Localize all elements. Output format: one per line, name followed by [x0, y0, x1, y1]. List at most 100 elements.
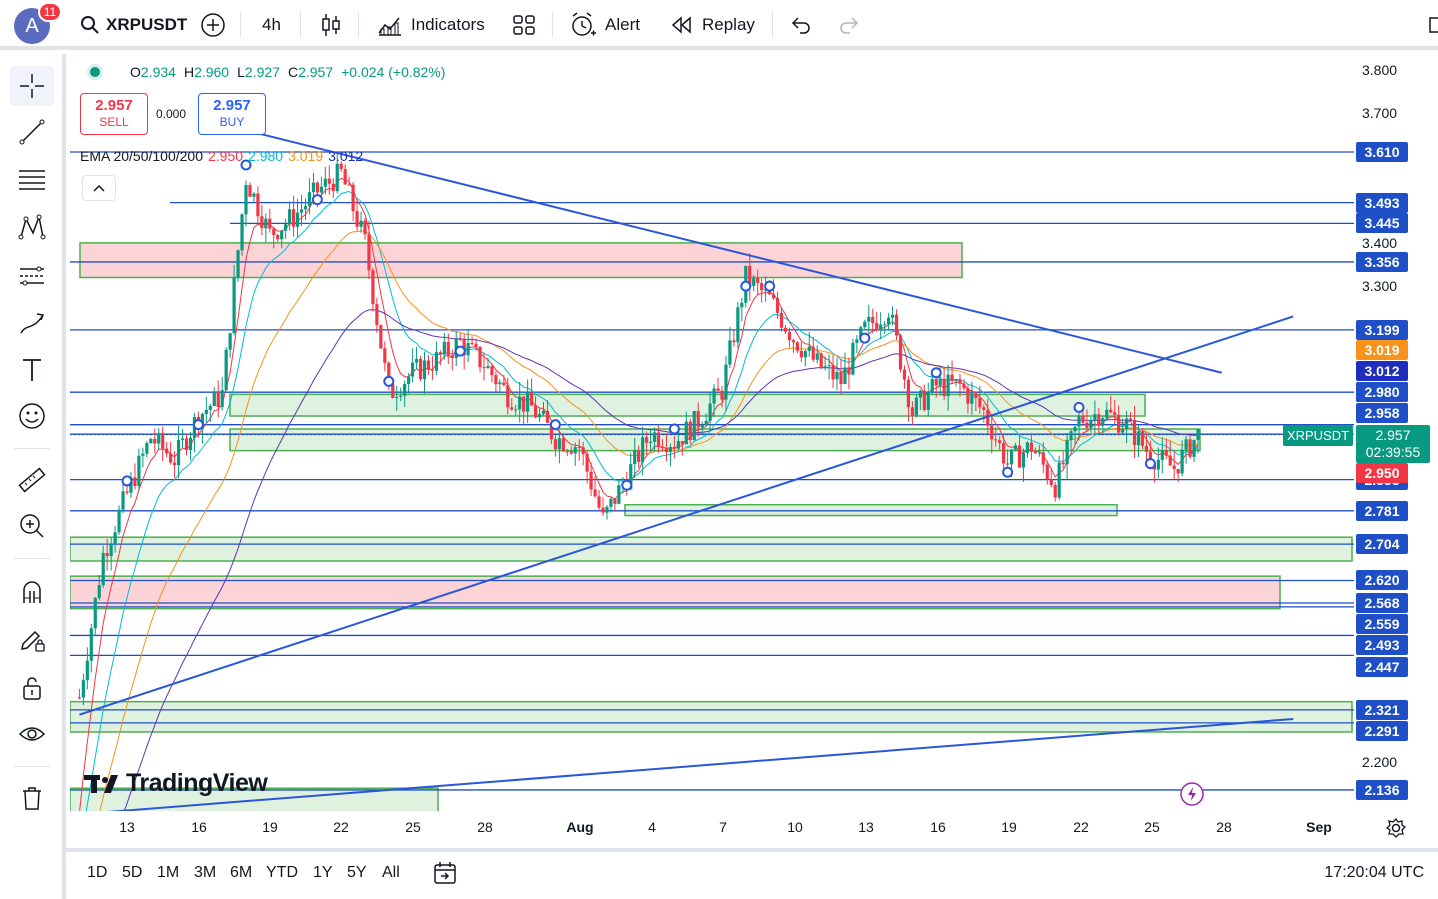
trendline[interactable]: [79, 315, 1294, 716]
level-price-label: 3.445: [1356, 213, 1408, 234]
candle: [101, 545, 105, 588]
pattern-tool[interactable]: [10, 208, 54, 248]
range-button-3m[interactable]: 3M: [194, 864, 217, 881]
candle: [490, 363, 494, 383]
trash-icon: [23, 787, 41, 810]
compare-symbol-button[interactable]: [200, 8, 226, 42]
emoji-tool[interactable]: [10, 396, 54, 436]
fib-retracement-tool[interactable]: [10, 160, 54, 200]
chart-type-button[interactable]: [320, 8, 342, 42]
demand-zone[interactable]: [70, 536, 1353, 562]
candle: [395, 385, 399, 411]
undo-button[interactable]: [790, 8, 812, 42]
marker-layer: [121, 159, 1156, 491]
candle: [157, 428, 161, 451]
range-button-all[interactable]: All: [382, 864, 400, 881]
date-tick: Aug: [566, 819, 594, 835]
candle: [831, 355, 835, 389]
symbol-search-button[interactable]: XRPUSDT: [80, 8, 187, 42]
redo-button[interactable]: [838, 8, 860, 42]
supply-zone[interactable]: [79, 242, 963, 279]
candle: [470, 336, 474, 346]
candle: [188, 431, 193, 461]
measure-tool[interactable]: [10, 460, 54, 500]
crosshair-tool[interactable]: [10, 66, 54, 106]
alert-button[interactable]: Alert: [569, 8, 640, 42]
trendline[interactable]: [79, 717, 1294, 811]
goto-date-button[interactable]: [432, 860, 458, 891]
candle: [720, 385, 724, 408]
chart-settings-button[interactable]: [1385, 817, 1407, 844]
replay-button[interactable]: Replay: [670, 8, 755, 42]
templates-button[interactable]: [512, 8, 536, 42]
buy-button[interactable]: 2.957 BUY: [198, 93, 266, 135]
candle: [732, 330, 736, 347]
utc-clock[interactable]: 17:20:04 UTC: [1324, 864, 1424, 881]
candle: [863, 319, 867, 330]
range-button-5y[interactable]: 5Y: [347, 864, 367, 881]
lock-drawings-tool[interactable]: [10, 668, 54, 708]
candle: [533, 396, 538, 419]
candle: [1156, 447, 1160, 479]
remove-drawings-tool[interactable]: [10, 778, 54, 818]
drawing-mode-tool[interactable]: [10, 620, 54, 660]
range-button-5d[interactable]: 5D: [122, 864, 143, 881]
candle: [537, 408, 542, 422]
indicators-button[interactable]: Indicators: [377, 8, 485, 42]
candle: [557, 430, 561, 464]
date-tick: 16: [930, 819, 946, 835]
candle: [668, 443, 673, 467]
hide-drawings-tool[interactable]: [10, 714, 54, 754]
candle: [867, 304, 871, 334]
collapse-legend-button[interactable]: [82, 175, 116, 201]
range-button-1d[interactable]: 1D: [87, 864, 108, 881]
candle: [1113, 399, 1117, 424]
range-button-1m[interactable]: 1M: [157, 864, 180, 881]
range-button-1y[interactable]: 1Y: [313, 864, 333, 881]
magnet-tool[interactable]: [10, 572, 54, 612]
alarm-clock-icon: [572, 12, 596, 36]
demand-zone[interactable]: [229, 393, 1146, 417]
ema-legend[interactable]: EMA 20/50/100/200 2.950 2.980 3.019 3.012: [80, 148, 368, 164]
sell-button[interactable]: 2.957 SELL: [80, 93, 148, 135]
demand-zone[interactable]: [70, 700, 1353, 733]
candle: [906, 376, 911, 422]
zoom-in-tool[interactable]: [10, 506, 54, 546]
window-icon: [1429, 17, 1438, 33]
date-tick: 4: [648, 819, 656, 835]
trendline-tool[interactable]: [10, 112, 54, 152]
redo-icon: [840, 17, 859, 34]
candle: [240, 213, 244, 256]
candle: [890, 306, 895, 326]
price-chart[interactable]: [70, 54, 1354, 811]
text-tool[interactable]: [10, 350, 54, 390]
date-tick: Sep: [1306, 819, 1332, 835]
candle: [637, 445, 641, 468]
candle: [601, 497, 605, 516]
trendline[interactable]: [245, 129, 1223, 374]
candle: [295, 198, 300, 238]
fullscreen-button[interactable]: [1428, 8, 1438, 42]
candle: [1105, 401, 1109, 422]
candle: [466, 329, 470, 363]
demand-zone[interactable]: [229, 428, 1201, 452]
ema20-value: 2.950: [208, 148, 244, 164]
candle: [236, 249, 240, 282]
candle: [787, 327, 792, 348]
candle: [264, 213, 268, 243]
candle: [998, 436, 1002, 450]
zoom-in-icon: [20, 514, 44, 538]
candle: [1117, 405, 1121, 435]
range-button-ytd[interactable]: YTD: [266, 864, 298, 881]
events-button[interactable]: [1179, 781, 1205, 812]
candle: [688, 418, 692, 445]
level-price-label: 2.136: [1356, 779, 1408, 800]
forecasting-tool[interactable]: [10, 256, 54, 296]
high-key: H: [183, 64, 195, 80]
level-price-label: 2.559: [1356, 614, 1408, 634]
range-button-6m[interactable]: 6M: [230, 864, 253, 881]
interval-button[interactable]: 4h: [262, 8, 281, 42]
candle: [1029, 433, 1033, 461]
brush-tool[interactable]: [10, 304, 54, 344]
interval-label: 4h: [262, 15, 281, 34]
